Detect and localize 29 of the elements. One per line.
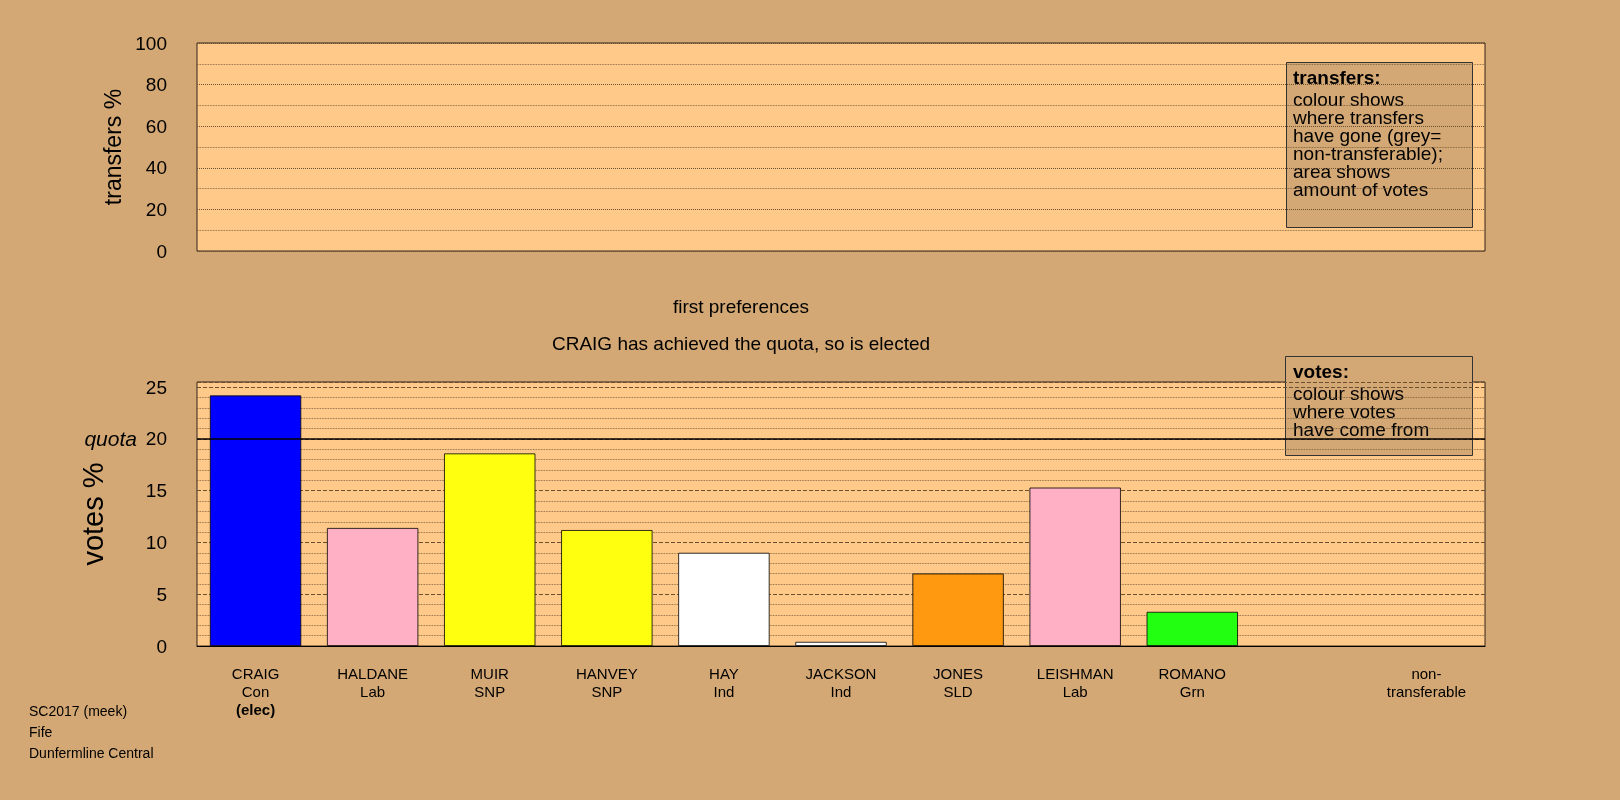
- y-tick-label: 20: [145, 198, 167, 220]
- x-tick-label: HAY Ind: [709, 664, 739, 700]
- chart-title: first preferences: [672, 296, 810, 317]
- y-tick-label: 40: [145, 157, 167, 179]
- y-tick-label: 25: [145, 376, 167, 398]
- x-tick-label: LEISHMAN Lab: [1036, 664, 1114, 700]
- x-tick-label: MUIR SNP: [470, 664, 510, 700]
- y-axis-title: transfers %: [99, 88, 126, 206]
- y-tick-label: 80: [145, 74, 167, 96]
- x-tick-label: non- transferable: [1386, 664, 1467, 700]
- x-tick-label: HALDANE Lab: [337, 664, 409, 700]
- y-tick-label: 0: [156, 635, 167, 657]
- y-tick-label: 60: [145, 115, 167, 137]
- x-tick-label: ROMANO Grn: [1158, 664, 1227, 700]
- y-tick-label: 100: [135, 32, 167, 54]
- y-tick-label: 5: [156, 583, 167, 605]
- x-tick-label: CRAIG Con (elec): [231, 664, 280, 718]
- annotation: votes: colour shows where votes have come from: [1292, 361, 1430, 440]
- x-tick-label: HANVEY SNP: [575, 664, 638, 700]
- x-tick-label: JACKSON Ind: [805, 664, 877, 700]
- chart-subtitle: CRAIG has achieved the quota, so is elected: [551, 333, 931, 354]
- y-axis-title: votes %: [76, 462, 109, 566]
- y-tick-label: 20: [145, 428, 167, 450]
- y-tick-label: 10: [145, 531, 167, 553]
- text: SC2017 (meek) Fife Dunfermline Central: [29, 702, 154, 761]
- y-tick-label: 15: [145, 480, 167, 502]
- y-tick-label: 0: [156, 240, 167, 262]
- ref-line-label: quota: [84, 427, 137, 451]
- x-tick-label: JONES SLD: [933, 664, 984, 700]
